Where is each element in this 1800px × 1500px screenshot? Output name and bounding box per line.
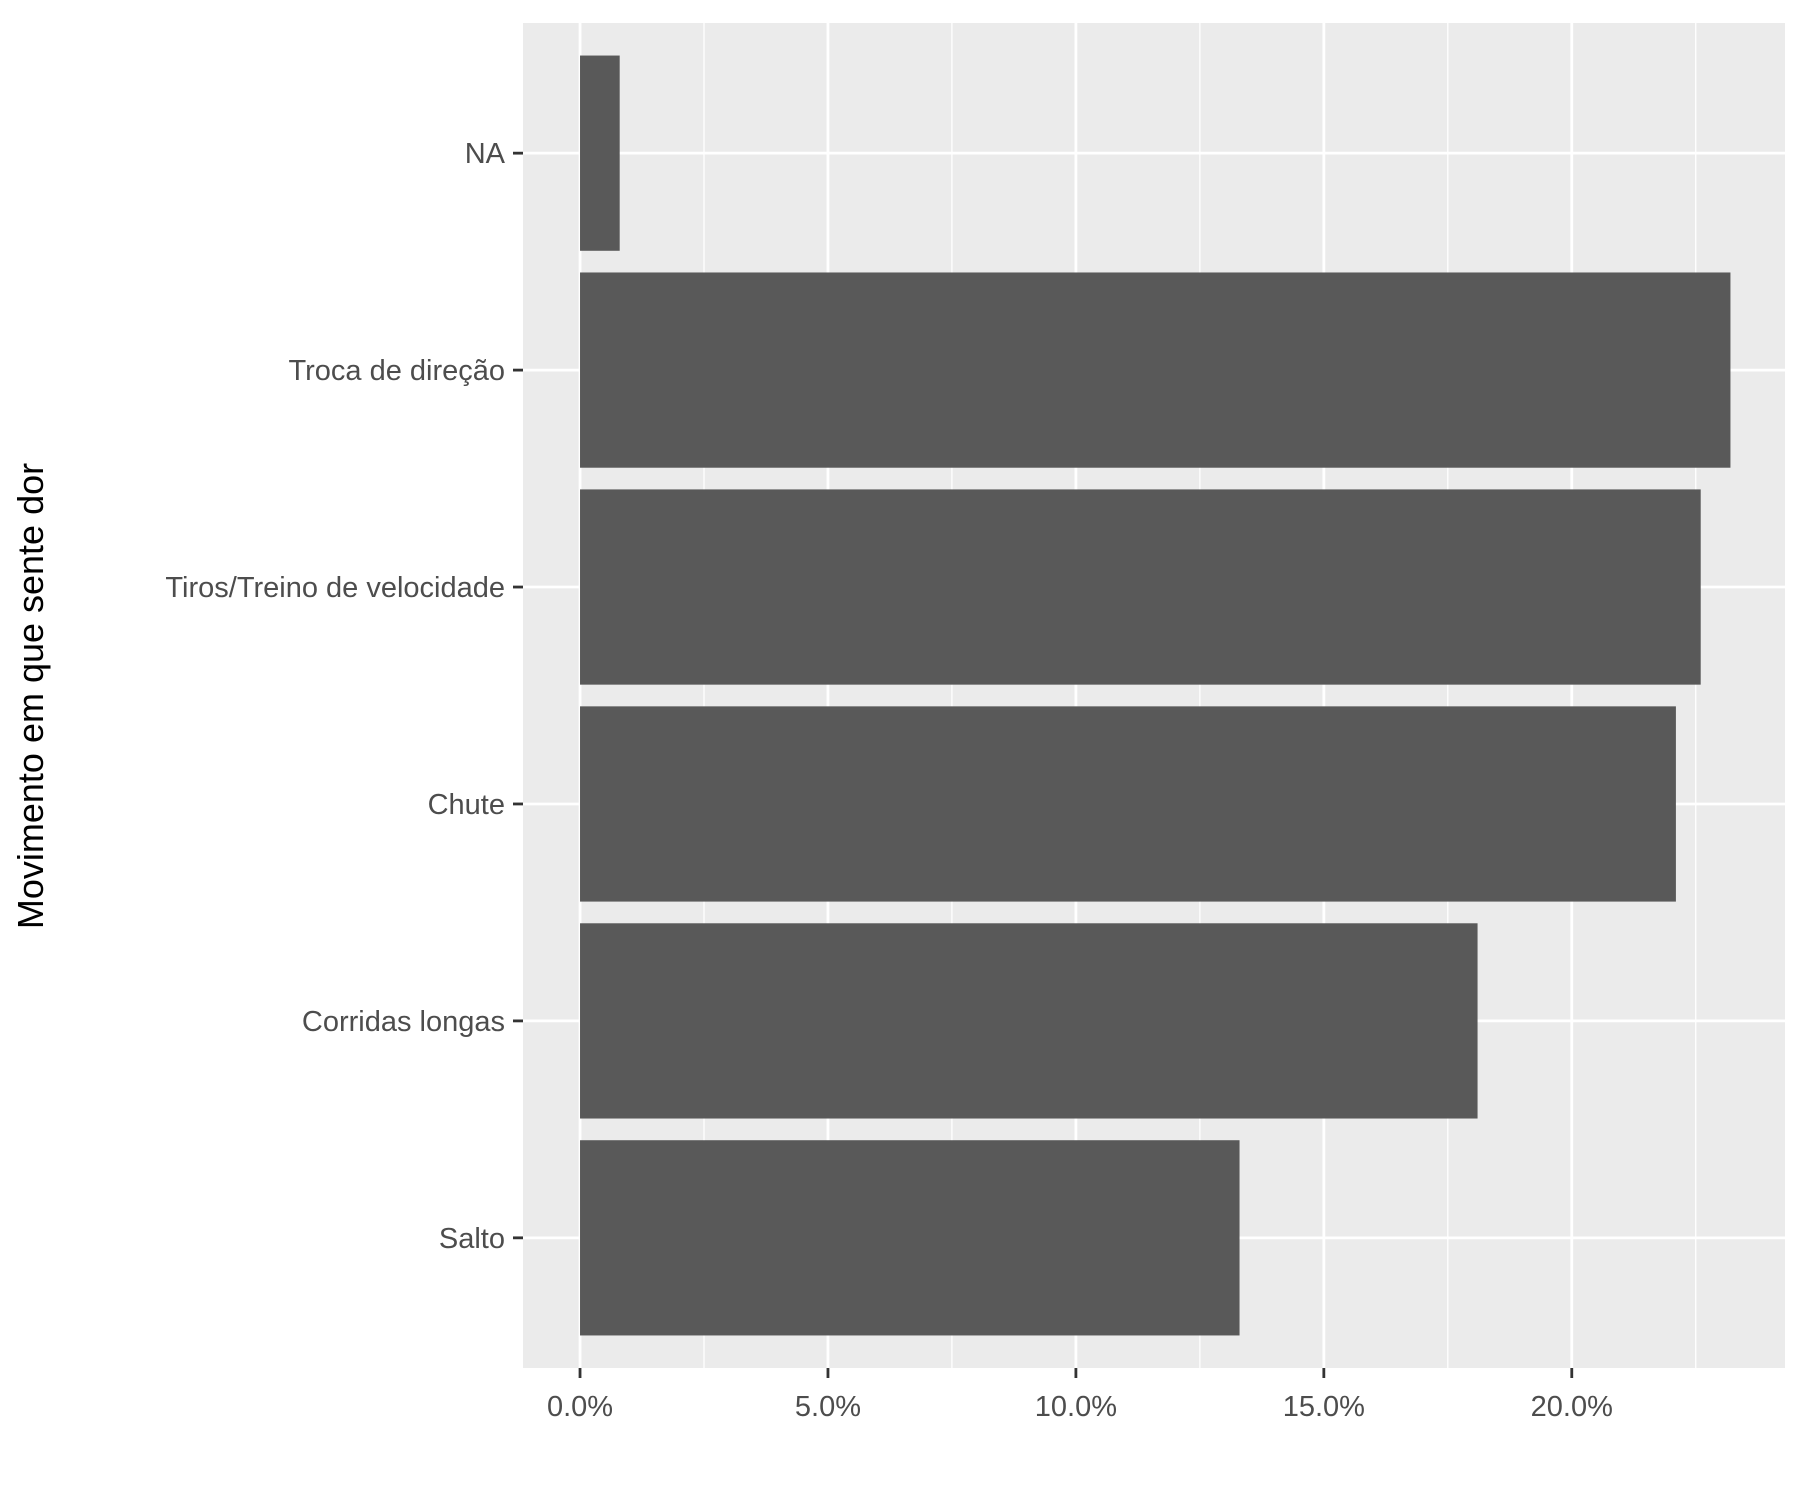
x-tick-label: 5.0% [795, 1391, 861, 1423]
bar-chute [580, 706, 1676, 902]
y-tick-label: Chute [428, 789, 505, 821]
x-tick-label: 20.0% [1531, 1391, 1613, 1423]
y-tick-label: Salto [439, 1223, 505, 1255]
bar-na [580, 55, 620, 251]
y-axis-title: Movimento em que sente dor [10, 463, 51, 929]
bar-salto [580, 1140, 1240, 1336]
y-axis: Salto Corridas longas Chute Tiros/Treino de… [165, 138, 523, 1255]
x-tick-label: 10.0% [1035, 1391, 1117, 1423]
y-tick-label: Corridas longas [302, 1006, 505, 1038]
y-tick-label: Troca de direção [288, 355, 505, 387]
bar-tiros-treino-de-velocidade [580, 489, 1701, 685]
bar-troca-de-dire-o [580, 272, 1731, 468]
x-axis: 0.0% 5.0% 10.0% 15.0% 20.0% [547, 1368, 1613, 1423]
x-tick-label: 15.0% [1283, 1391, 1365, 1423]
bars [580, 55, 1731, 1336]
y-tick-label: NA [465, 138, 506, 170]
bar-corridas-longas [580, 923, 1478, 1119]
x-tick-label: 0.0% [547, 1391, 613, 1423]
y-tick-label: Tiros/Treino de velocidade [165, 572, 505, 604]
